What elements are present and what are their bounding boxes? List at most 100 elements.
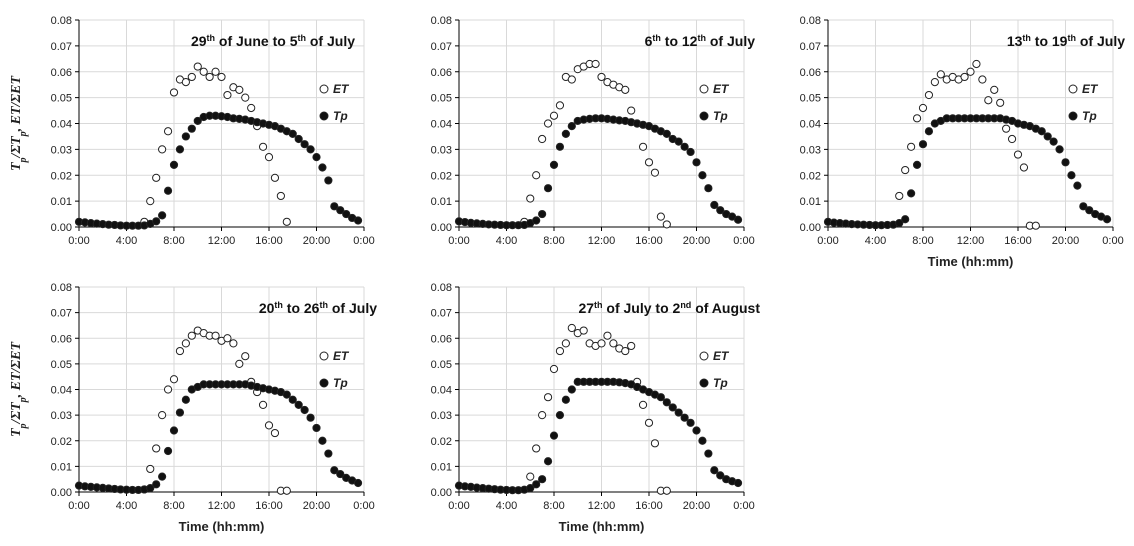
et-point: [211, 67, 220, 76]
et-point: [918, 103, 928, 113]
text-part: , ET/ΣET: [9, 341, 24, 399]
y-tick-label: 0.03: [800, 144, 821, 156]
x-tick-label: 0:00: [733, 500, 754, 512]
et-point: [990, 85, 999, 94]
legend-marker-tp: [319, 111, 329, 121]
y-tick-label: 0.00: [800, 222, 821, 234]
x-tick-label: 16:00: [635, 235, 663, 247]
tp-point: [175, 408, 185, 417]
x-tick-label: 4:00: [496, 500, 517, 512]
et-point: [597, 72, 606, 82]
tp-point: [549, 431, 559, 440]
et-point: [930, 78, 939, 87]
y-tick-label: 0.03: [51, 410, 72, 422]
et-point: [175, 346, 185, 356]
legend-label-et: ET: [713, 82, 730, 96]
tp-point: [169, 426, 179, 435]
et-point: [1013, 150, 1023, 159]
x-tick-label: 4:00: [116, 500, 137, 512]
et-point: [972, 59, 981, 69]
panel-title: 20th to 26th of July: [259, 300, 377, 316]
superscript-text: th: [652, 33, 661, 43]
tp-point: [674, 408, 683, 417]
et-point: [650, 439, 660, 448]
text-part: to 26: [283, 300, 320, 316]
et-point: [627, 341, 636, 351]
y-axis-label: Tp/ΣTp, ET/ΣET: [9, 341, 29, 437]
tp-point: [668, 403, 677, 412]
legend-marker-et: [319, 351, 329, 361]
x-tick-label: 8:00: [163, 235, 184, 247]
x-tick-label: 20:00: [303, 500, 331, 512]
x-tick-label: 20:00: [303, 235, 331, 247]
superscript-text: th: [1067, 33, 1076, 43]
tp-point: [306, 413, 315, 422]
tp-point: [1085, 206, 1094, 215]
tp-point: [710, 466, 719, 475]
y-tick-label: 0.00: [51, 487, 72, 499]
et-point: [205, 72, 214, 82]
tp-point: [163, 186, 173, 195]
et-point: [656, 212, 665, 221]
tp-point: [169, 160, 179, 169]
y-tick-label: 0.06: [431, 67, 452, 79]
et-point: [282, 486, 291, 495]
tp-point: [158, 472, 167, 481]
tp-point: [680, 413, 689, 422]
superscript-text: th: [594, 300, 603, 310]
et-point: [264, 153, 274, 162]
text-part: T: [9, 161, 24, 171]
et-point: [258, 400, 268, 409]
y-axis-label: Tp/ΣTp, ET/ΣET: [9, 75, 29, 171]
x-tick-label: 8:00: [543, 235, 564, 247]
et-point: [1019, 163, 1029, 172]
et-point: [235, 85, 244, 94]
et-point: [270, 428, 280, 438]
x-tick-label: 0:00: [448, 235, 469, 247]
tp-point: [1061, 158, 1070, 167]
tp-point: [288, 129, 297, 138]
et-point: [146, 197, 155, 206]
text-part: of June to 5: [215, 33, 298, 49]
et-point: [187, 72, 196, 82]
tp-point: [532, 216, 541, 225]
tp-point: [733, 478, 743, 488]
panel-title: 27th of July to 2nd of August: [578, 300, 760, 316]
y-tick-label: 0.08: [431, 15, 452, 27]
et-point: [211, 331, 220, 340]
tp-point: [353, 478, 363, 488]
tp-point: [163, 446, 173, 456]
legend-marker-tp: [699, 378, 709, 388]
et-point: [960, 72, 969, 82]
et-point: [264, 421, 274, 430]
et-point: [984, 96, 993, 105]
et-point: [158, 145, 167, 154]
et-point: [241, 93, 250, 102]
tp-point: [294, 400, 303, 409]
tp-point: [175, 145, 185, 154]
tp-point: [907, 189, 916, 198]
tp-point: [549, 160, 559, 169]
et-point: [591, 59, 600, 69]
text-part: /ΣT: [9, 135, 24, 159]
y-tick-label: 0.03: [51, 144, 72, 156]
tp-point: [692, 426, 701, 435]
et-point: [235, 359, 244, 368]
et-point: [621, 85, 630, 94]
x-tick-label: 12:00: [208, 500, 236, 512]
et-point: [1007, 134, 1017, 144]
tp-point: [674, 137, 683, 146]
text-part: T: [9, 427, 24, 437]
et-point: [621, 346, 630, 356]
et-point: [532, 444, 541, 453]
et-point: [662, 486, 671, 495]
tp-point: [716, 206, 725, 215]
y-tick-label: 0.03: [431, 144, 452, 156]
tp-point: [526, 484, 535, 493]
tp-point: [567, 385, 576, 394]
et-point: [270, 173, 280, 182]
y-tick-label: 0.02: [431, 436, 452, 448]
legend-label-tp: Tp: [333, 376, 348, 390]
et-point: [644, 418, 654, 427]
tp-point: [353, 216, 363, 225]
